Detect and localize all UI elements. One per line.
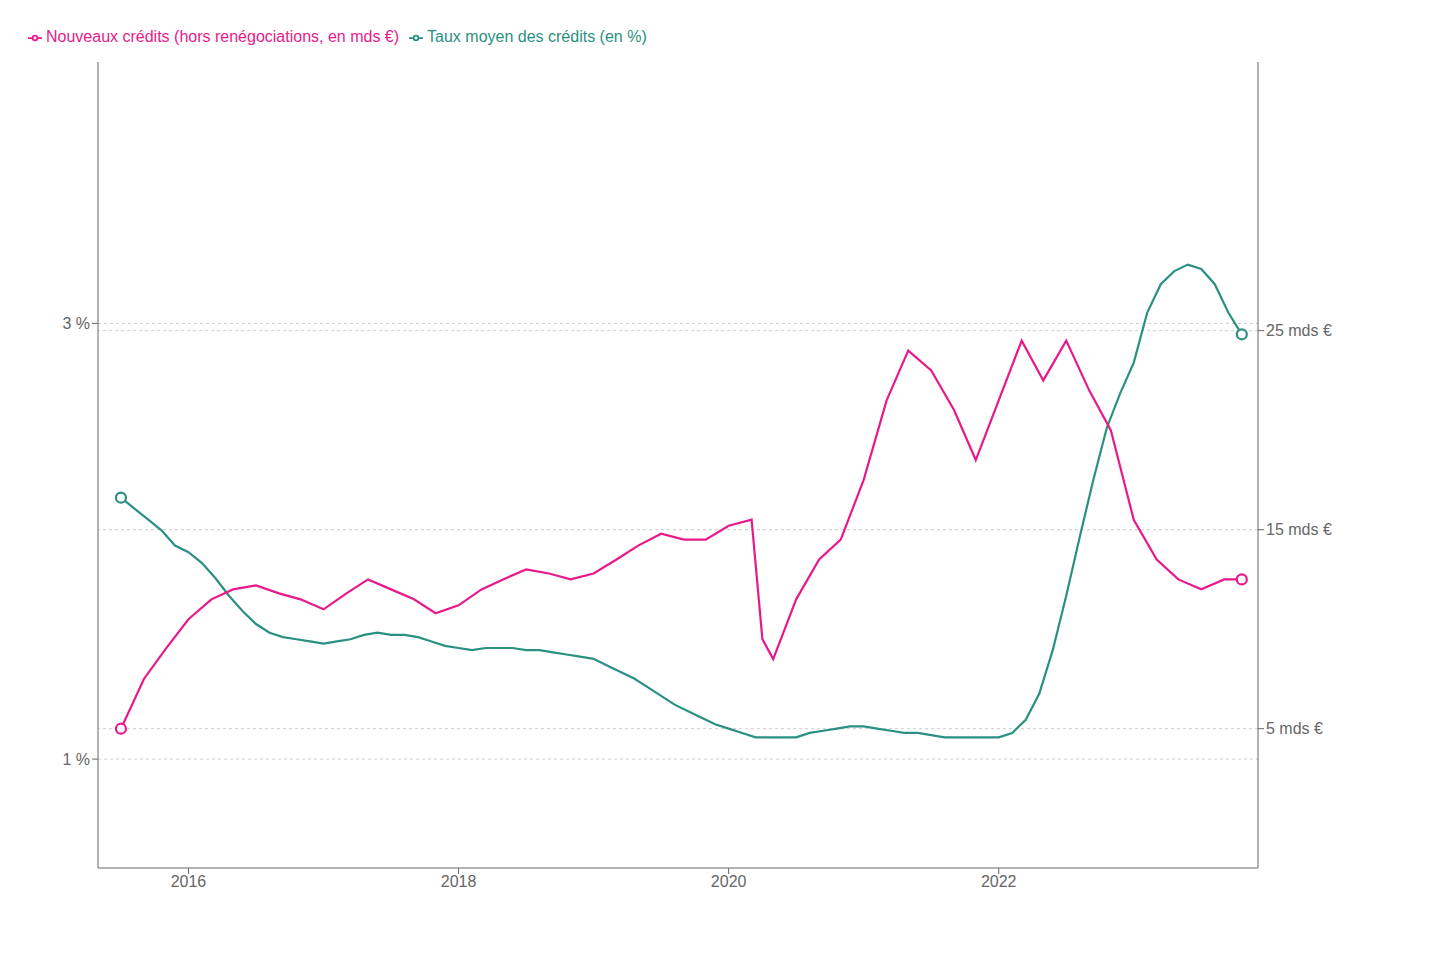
svg-text:15 mds €: 15 mds € bbox=[1266, 521, 1332, 538]
svg-text:2018: 2018 bbox=[441, 873, 477, 890]
svg-text:2016: 2016 bbox=[171, 873, 207, 890]
svg-text:25 mds €: 25 mds € bbox=[1266, 322, 1332, 339]
svg-text:5 mds €: 5 mds € bbox=[1266, 720, 1323, 737]
svg-text:2022: 2022 bbox=[981, 873, 1017, 890]
html-text:Taux moyen des crédits (en %): Taux moyen des crédits (en %) bbox=[427, 28, 647, 45]
html-text:Nouveaux crédits (hors renégoc: Nouveaux crédits (hors renégociations, e… bbox=[46, 28, 400, 45]
svg-text:3 %: 3 % bbox=[62, 315, 90, 332]
svg-text:1 %: 1 % bbox=[62, 751, 90, 768]
svg-text:2020: 2020 bbox=[711, 873, 747, 890]
